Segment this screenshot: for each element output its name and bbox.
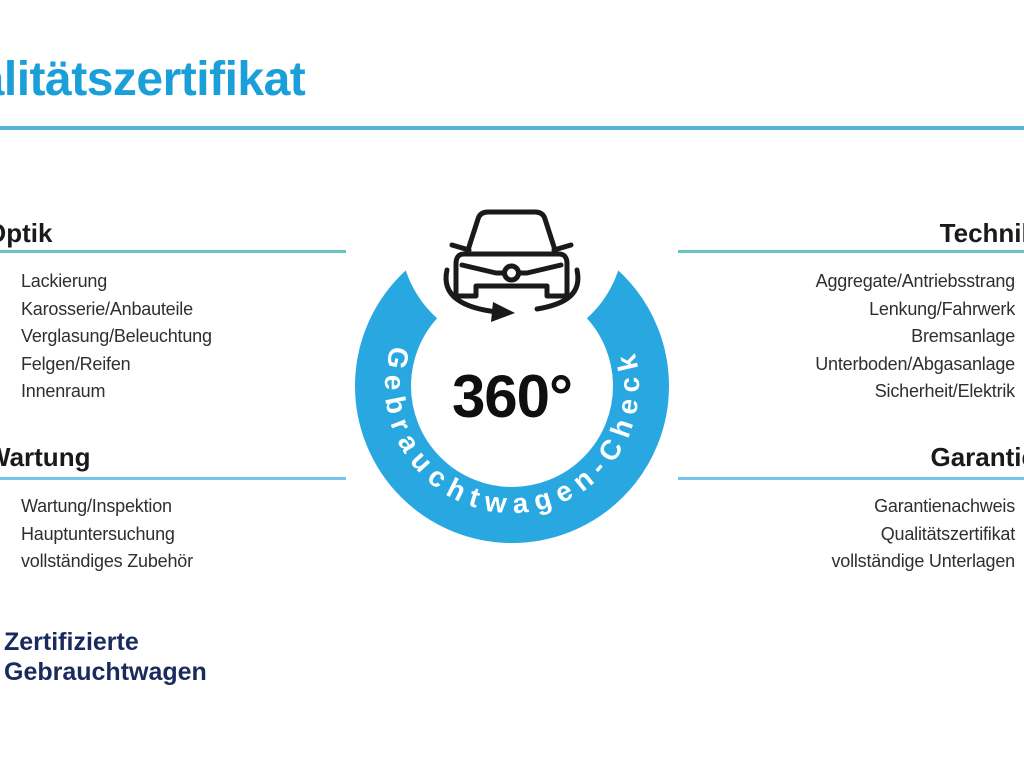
car-headlights [459,262,564,276]
check-item: ✓ Lackierung [0,268,346,296]
item-label: Bremsanlage [911,326,1015,347]
section-optik-heading: Optik [0,218,53,248]
check-item: Bremsanlage✓ [678,323,1024,351]
check-item: ✓ Wartung/Inspektion [0,493,346,521]
left-column: Optik ✓ Lackierung ✓ Karosserie/Anbauteile… [0,0,346,768]
check-item: ✓ Felgen/Reifen [0,351,346,379]
item-label: vollständige Unterlagen [831,551,1015,572]
section-wartung-heading: Wartung [0,442,91,472]
check-icon: ✓ [0,498,3,515]
section-technik-divider [678,250,1024,253]
check-item: Aggregate/Antriebsstrang✓ [678,268,1024,296]
check-icon: ✓ [0,356,3,373]
section-wartung-divider [0,477,346,480]
wartung-checklist: ✓ Wartung/Inspektion ✓ Hauptuntersuchung ✓… [0,493,346,576]
item-label: vollständiges Zubehör [21,551,193,572]
certified-used-cars-wordmark: Zertifizierte Gebrauchtwagen [4,627,207,687]
rotation-arrow-left [443,267,500,315]
check-icon: ✓ [0,383,3,400]
wordmark-line2: Gebrauchtwagen [4,658,207,686]
car-body [453,251,570,299]
check-item: Garantienachweis✓ [678,493,1024,521]
check-icon: ✓ [0,273,3,290]
section-garantie-divider [678,477,1024,480]
item-label: Unterboden/Abgasanlage [815,353,1015,374]
check-item: Lenkung/Fahrwerk✓ [678,296,1024,324]
optik-checklist: ✓ Lackierung ✓ Karosserie/Anbauteile ✓ Verg… [0,268,346,406]
item-label: Qualitätszertifikat [880,523,1015,544]
car-mirrors [449,242,574,253]
title-divider [0,126,1024,130]
rotation-arrowhead [491,302,515,322]
check-item: ✓ Innenraum [0,378,346,406]
360-check-badge: Gebrauchtwagen-Check [333,160,693,570]
section-technik-heading: Technik [939,218,1024,248]
right-column: Technik Aggregate/Antriebsstrang✓ Lenkun… [678,0,1024,768]
car-emblem [502,263,521,283]
item-label: Verglasung/Beleuchtung [21,326,212,347]
technik-checklist: Aggregate/Antriebsstrang✓ Lenkung/Fahrwe… [678,268,1024,406]
item-label: Wartung/Inspektion [21,496,172,517]
check-icon: ✓ [0,526,3,543]
garantie-checklist: Garantienachweis✓ Qualitätszertifikat✓ v… [678,493,1024,576]
wordmark-line1: Zertifizierte [4,628,139,656]
item-label: Garantienachweis [874,496,1015,517]
item-label: Sicherheit/Elektrik [874,381,1015,402]
check-item: ✓ Verglasung/Beleuchtung [0,323,346,351]
item-label: Innenraum [21,381,106,402]
item-label: Aggregate/Antriebsstrang [815,271,1016,292]
check-item: Qualitätszertifikat✓ [678,521,1024,549]
check-item: Sicherheit/Elektrik✓ [678,378,1024,406]
degrees-label: 360° [451,363,573,430]
item-label: Lackierung [21,271,108,292]
item-label: Hauptuntersuchung [21,523,175,544]
section-garantie-heading: Garantie [930,442,1024,472]
item-label: Felgen/Reifen [21,353,131,374]
check-icon: ✓ [0,301,3,318]
item-label: Karosserie/Anbauteile [21,298,193,319]
check-item: ✓ Hauptuntersuchung [0,521,346,549]
check-icon: ✓ [0,328,3,345]
rotation-arrow-right [534,267,581,312]
check-item: Unterboden/Abgasanlage✓ [678,351,1024,379]
check-item: ✓ vollständiges Zubehör [0,548,346,576]
item-label: Lenkung/Fahrwerk [869,298,1015,319]
car-front-rotation-icon [443,209,581,322]
check-item: ✓ Karosserie/Anbauteile [0,296,346,324]
page-title: Qualitätszertifikat [0,53,306,106]
check-item: vollständige Unterlagen✓ [678,548,1024,576]
car-roof [465,209,558,253]
badge-graphic: Gebrauchtwagen-Check [355,160,669,543]
check-icon: ✓ [0,553,3,570]
section-optik-divider [0,250,346,253]
